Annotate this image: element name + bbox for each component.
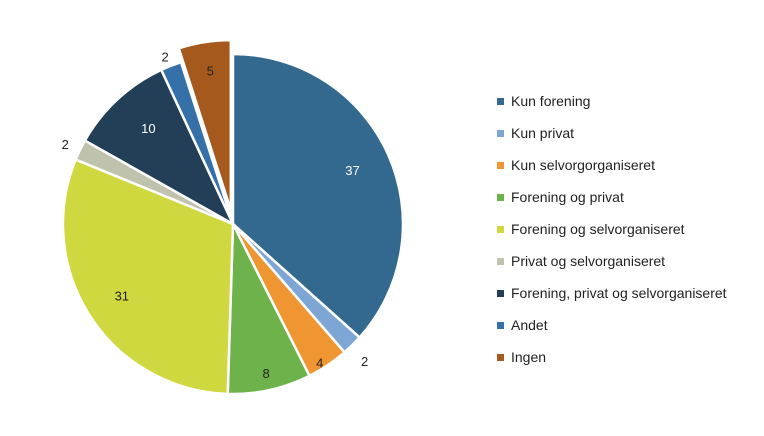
pie-slice-kun-forening <box>231 52 405 339</box>
legend-label: Forening, privat og selvorganiseret <box>511 285 727 301</box>
legend-swatch-icon <box>497 225 504 233</box>
data-label-forening-og-privat: 8 <box>262 366 269 381</box>
legend-swatch-icon <box>497 97 504 105</box>
legend-item-privat-og-selvorganiseret: Privat og selvorganiseret <box>497 245 727 277</box>
pie-slice-ingen <box>177 38 233 212</box>
legend-item-forening-og-privat: Forening og privat <box>497 181 727 213</box>
legend-label: Ingen <box>511 349 547 365</box>
legend-swatch-icon <box>497 257 504 265</box>
legend-item-andet: Andet <box>497 309 727 341</box>
data-label-kun-privat: 2 <box>361 354 368 369</box>
data-label-kun-forening: 37 <box>345 163 359 178</box>
data-label-andet: 2 <box>161 50 168 65</box>
legend-swatch-icon <box>497 129 504 137</box>
legend-label: Privat og selvorganiseret <box>511 253 666 269</box>
legend-item-kun-selvorgorganiseret: Kun selvorgorganiseret <box>497 149 727 181</box>
legend-item-forening-og-selvorganiseret: Forening og selvorganiseret <box>497 213 727 245</box>
legend-item-kun-privat: Kun privat <box>497 117 727 149</box>
legend-item-forening-privat-og-selvorganiseret: Forening, privat og selvorganiseret <box>497 277 727 309</box>
legend-label: Kun forening <box>511 93 591 109</box>
legend-label: Kun privat <box>511 125 575 141</box>
legend-label: Forening og selvorganiseret <box>511 221 685 237</box>
legend-item-kun-forening: Kun forening <box>497 85 727 117</box>
legend-swatch-icon <box>497 193 504 201</box>
data-label-kun-selvorgorganiseret: 4 <box>316 356 323 371</box>
legend-swatch-icon <box>497 161 504 169</box>
data-label-forening-og-selvorganiseret: 31 <box>115 289 129 304</box>
legend-label: Kun selvorgorganiseret <box>511 157 655 173</box>
legend-item-ingen: Ingen <box>497 341 727 373</box>
legend-label: Forening og privat <box>511 189 624 205</box>
data-label-forening-privat-og-selvorganiseret: 10 <box>141 121 155 136</box>
pie-slice-forening-og-selvorganiseret <box>61 158 235 396</box>
pie-slice-forening-privat-og-selvorganiseret <box>83 68 235 226</box>
chart-legend: Kun forening Kun privat Kun selvorgorganis… <box>497 85 727 373</box>
pie-slice-andet <box>160 60 235 226</box>
legend-swatch-icon <box>497 353 504 361</box>
data-label-ingen: 5 <box>207 64 214 79</box>
legend-swatch-icon <box>497 321 504 329</box>
legend-swatch-icon <box>497 289 504 297</box>
data-label-privat-og-selvorganiseret: 2 <box>62 137 69 152</box>
legend-label: Andet <box>511 317 548 333</box>
